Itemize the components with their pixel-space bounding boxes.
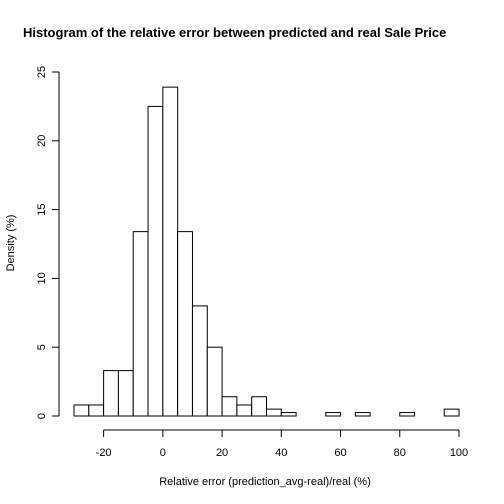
y-axis-label: Density (%) <box>5 215 17 272</box>
histogram-bar <box>221 396 238 417</box>
histogram-bar <box>280 412 297 417</box>
y-tick-label: 0 <box>36 413 48 419</box>
histogram-bar <box>206 346 223 417</box>
histogram-bar <box>73 404 90 417</box>
x-tick-label: 20 <box>216 447 228 459</box>
histogram-bar <box>191 305 208 417</box>
y-tick-label: 15 <box>36 203 48 215</box>
x-tick-label: 40 <box>275 447 287 459</box>
x-axis-label: Relative error (prediction_avg-real)/rea… <box>159 476 371 488</box>
histogram-bar <box>251 396 268 417</box>
y-tick-label: 20 <box>36 135 48 147</box>
x-tick-label: 100 <box>450 447 468 459</box>
histogram-bar <box>132 231 149 417</box>
x-axis: -20 0 20 40 60 80 100 <box>96 429 468 459</box>
histogram-bar <box>399 412 416 417</box>
histogram-bar <box>147 105 164 417</box>
histogram-bar <box>325 412 342 417</box>
histogram-bar <box>88 404 105 417</box>
histogram-bar <box>354 412 371 417</box>
x-tick-label: 0 <box>160 447 166 459</box>
histogram-bars <box>73 86 460 417</box>
histogram-bar <box>162 86 179 417</box>
histogram-bar <box>443 408 460 417</box>
y-tick-label: 25 <box>36 66 48 78</box>
y-tick-label: 10 <box>36 272 48 284</box>
y-axis: 0 5 10 15 20 25 <box>36 66 60 419</box>
histogram-bar <box>103 370 119 417</box>
chart-title: Histogram of the relative error between … <box>23 25 446 40</box>
histogram-bar <box>117 370 134 417</box>
histogram-bar <box>177 231 193 417</box>
x-tick-label: 60 <box>334 447 346 459</box>
y-tick-label: 5 <box>36 344 48 350</box>
histogram-bar <box>266 408 282 417</box>
x-tick-label: -20 <box>96 447 112 459</box>
histogram-bar <box>236 404 253 417</box>
x-tick-label: 80 <box>394 447 406 459</box>
